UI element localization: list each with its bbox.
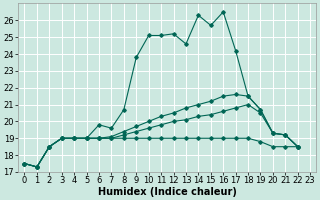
X-axis label: Humidex (Indice chaleur): Humidex (Indice chaleur) [98, 187, 237, 197]
